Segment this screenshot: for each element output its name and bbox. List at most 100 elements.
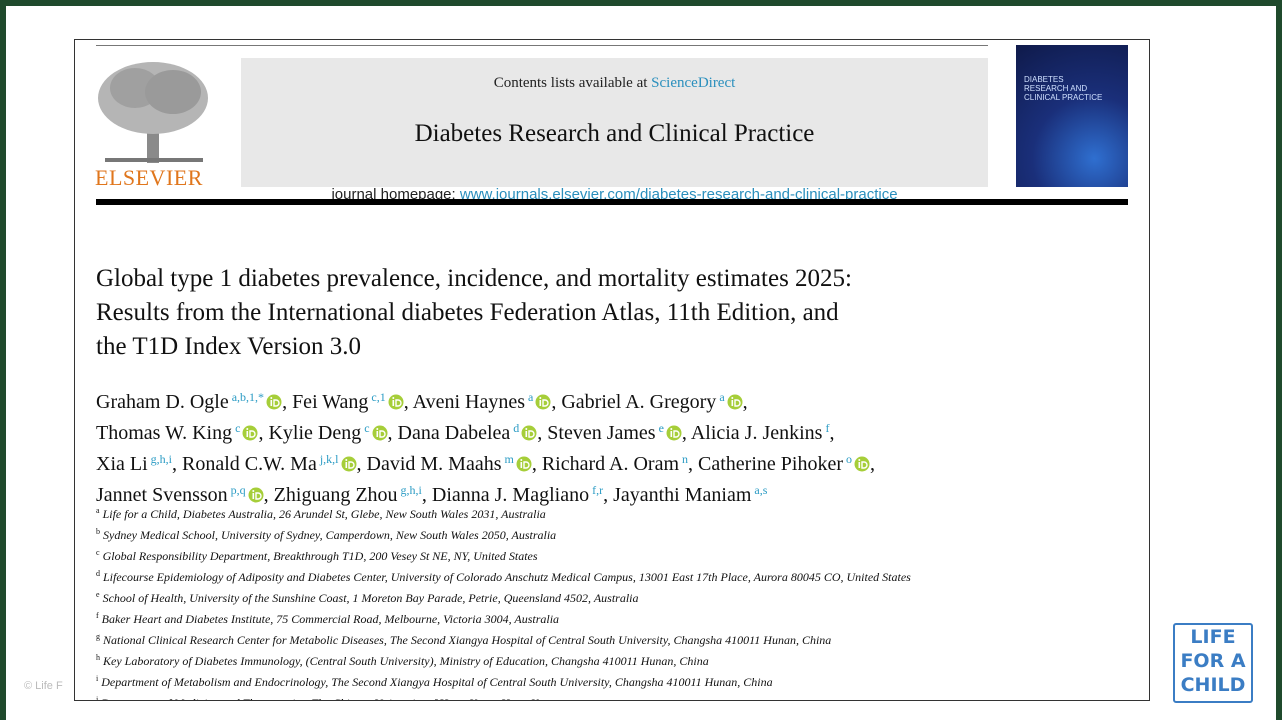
author-affiliation-marks: a,b,1,*: [231, 390, 265, 404]
author-affiliation-marks: j,k,l: [319, 452, 339, 466]
orcid-icon[interactable]: [248, 487, 264, 503]
affiliation: b Sydney Medical School, University of Sy…: [96, 523, 911, 544]
top-rule: [96, 45, 988, 46]
author-name: Graham D. Ogle: [96, 391, 229, 413]
author-affiliation-marks: p,q: [230, 483, 246, 497]
author-separator: ,: [421, 484, 427, 506]
orcid-icon[interactable]: [341, 456, 357, 472]
elsevier-tree-logo: [98, 62, 208, 163]
author-separator: ,: [531, 453, 537, 475]
author-name: Zhiguang Zhou: [273, 484, 398, 506]
logo-line: CHILD: [1180, 674, 1246, 696]
author-name: Kylie Deng: [268, 422, 362, 444]
affiliation-text: Department of Metabolism and Endocrinolo…: [101, 675, 773, 689]
author-name: Gabriel A. Gregory: [561, 391, 717, 413]
affiliation: a Life for a Child, Diabetes Australia, 2…: [96, 502, 911, 523]
affiliation-text: Key Laboratory of Diabetes Immunology, (…: [103, 654, 709, 668]
author-affiliation-marks: f: [825, 421, 830, 435]
affiliation: f Baker Heart and Diabetes Institute, 75 …: [96, 607, 911, 628]
journal-title: Diabetes Research and Clinical Practice: [414, 120, 815, 147]
author-separator: ,: [688, 453, 694, 475]
affiliation: i Department of Metabolism and Endocrinol…: [96, 670, 911, 691]
affiliation-mark: g: [96, 632, 100, 641]
article-title: Global type 1 diabetes prevalence, incid…: [96, 262, 852, 364]
orcid-icon[interactable]: [266, 394, 282, 410]
author-separator: ,: [172, 453, 177, 475]
contents-prefix: Contents lists available at: [493, 75, 648, 91]
author-affiliation-marks: a: [528, 390, 534, 404]
author-separator: ,: [603, 484, 609, 506]
author-affiliation-marks: f,r: [592, 483, 604, 497]
author-separator: ,: [681, 422, 687, 444]
publisher-name: ELSEVIER: [95, 165, 203, 190]
author-name: Steven James: [547, 422, 656, 444]
author-name: Thomas W. King: [96, 422, 233, 444]
affiliation: d Lifecourse Epidemiology of Adiposity an…: [96, 565, 911, 586]
affiliation-text: Life for a Child, Diabetes Australia, 26…: [102, 507, 546, 521]
author-affiliation-marks: d: [513, 421, 520, 435]
author-name: Catherine Pihoker: [698, 453, 843, 475]
author-affiliation-marks: n: [682, 452, 689, 466]
affiliation-mark: i: [96, 674, 99, 683]
affiliation-text: Baker Heart and Diabetes Institute, 75 C…: [101, 612, 560, 626]
author-name: Ronald C.W. Ma: [182, 453, 317, 475]
affiliation-mark: h: [96, 653, 100, 662]
author-separator: ,: [869, 453, 875, 475]
sciencedirect-link[interactable]: ScienceDirect: [651, 75, 736, 91]
affiliation-text: School of Health, University of the Suns…: [102, 591, 639, 605]
homepage-label: journal homepage:: [331, 186, 456, 203]
author-line: Jannet Svensson p,q, Zhiguang Zhou g,h,i, …: [96, 477, 875, 508]
logo-line: LIFE: [1190, 626, 1236, 648]
logo-line: FOR A: [1180, 650, 1246, 672]
affiliation-text: Sydney Medical School, University of Syd…: [103, 528, 557, 542]
orcid-icon[interactable]: [666, 425, 682, 441]
author-separator: ,: [258, 422, 264, 444]
author-name: Alicia J. Jenkins: [690, 422, 823, 444]
author-list: Graham D. Ogle a,b,1,*, Fei Wang c,1, Aven…: [96, 384, 875, 508]
author-separator: ,: [742, 391, 748, 413]
author-line: Graham D. Ogle a,b,1,*, Fei Wang c,1, Aven…: [96, 384, 875, 415]
author-name: Jannet Svensson: [96, 484, 228, 506]
author-affiliation-marks: m: [504, 452, 514, 466]
slide: ELSEVIER Contents lists available at Sci…: [6, 6, 1276, 720]
author-separator: ,: [387, 422, 393, 444]
life-for-a-child-logo: LIFE FOR A CHILD: [1173, 623, 1253, 703]
author-name: Dana Dabelea: [397, 422, 511, 444]
copyright: © Life F: [24, 680, 63, 692]
orcid-icon[interactable]: [521, 425, 537, 441]
paper-page: ELSEVIER Contents lists available at Sci…: [74, 39, 1150, 701]
author-name: Dianna J. Magliano: [431, 484, 590, 506]
author-affiliation-marks: a: [719, 390, 725, 404]
author-name: Fei Wang: [292, 391, 369, 413]
affiliation-mark: e: [96, 590, 100, 599]
orcid-icon[interactable]: [727, 394, 743, 410]
author-separator: ,: [829, 422, 835, 444]
title-line: Global type 1 diabetes prevalence, incid…: [96, 265, 852, 292]
author-affiliation-marks: a,s: [754, 483, 768, 497]
header-rule: [96, 199, 1128, 205]
affiliation-list: a Life for a Child, Diabetes Australia, 2…: [96, 502, 911, 701]
affiliation: e School of Health, University of the Sun…: [96, 586, 911, 607]
author-separator: ,: [537, 422, 543, 444]
affiliation-mark: f: [96, 611, 99, 620]
affiliation-mark: j: [96, 695, 99, 701]
affiliation-text: Department of Medicine and Therapeutics,…: [101, 696, 556, 700]
author-name: Xia Li: [96, 453, 148, 475]
cover-title: DIABETES RESEARCH AND CLINICAL PRACTICE: [1024, 75, 1103, 102]
author-line: Xia Li g,h,i, Ronald C.W. Ma j,k,l, David …: [96, 446, 875, 477]
author-name: Richard A. Oram: [541, 453, 680, 475]
affiliation: h Key Laboratory of Diabetes Immunology, …: [96, 649, 911, 670]
orcid-icon[interactable]: [854, 456, 870, 472]
affiliation-text: Lifecourse Epidemiology of Adiposity and…: [103, 570, 911, 584]
orcid-icon[interactable]: [372, 425, 388, 441]
orcid-icon[interactable]: [535, 394, 551, 410]
orcid-icon[interactable]: [242, 425, 258, 441]
author-affiliation-marks: o: [845, 452, 852, 466]
title-line: Results from the International diabetes …: [96, 299, 839, 326]
author-affiliation-marks: g,h,i: [150, 452, 172, 466]
orcid-icon[interactable]: [516, 456, 532, 472]
orcid-icon[interactable]: [388, 394, 404, 410]
homepage-url[interactable]: www.journals.elsevier.com/diabetes-resea…: [459, 186, 898, 203]
homepage-line: journal homepage: www.journals.elsevier.…: [241, 186, 988, 203]
